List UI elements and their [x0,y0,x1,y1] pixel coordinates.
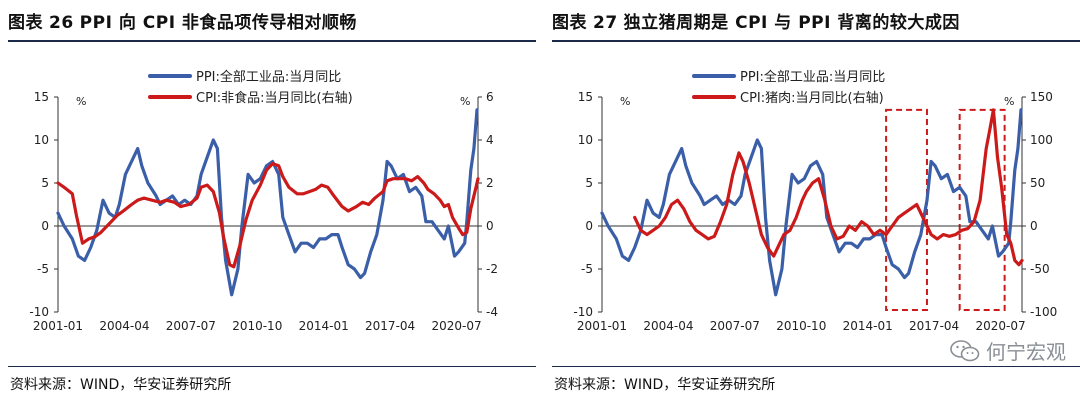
source-rule [8,366,536,367]
left-tick-label: 10 [34,133,49,147]
x-tick-label: 2010-10 [776,319,826,333]
x-tick-label: 2007-07 [710,319,760,333]
legend-label: CPI:猪肉:当月同比(右轴) [740,91,884,106]
left-tick-label: -5 [581,262,593,276]
right-tick-label: 2 [486,176,494,190]
ppi-series-line [56,108,479,297]
x-tick-label: 2017-04 [365,319,415,333]
chart-panel-27: 图表 27 独立猪周期是 CPI 与 PPI 背离的较大成因 -10 -5 0 5 10 15… [544,0,1080,404]
x-tick-label: 2020-07 [431,319,481,333]
title-text: PPI 向 CPI 非食品项传导相对顺畅 [79,13,357,33]
source-note: 资料来源：WIND，华安证券研究所 [10,377,232,393]
left-unit-label: % [620,95,630,108]
x-tick-label: 2001-01 [577,319,627,333]
watermark-text: 何宁宏观 [986,340,1066,364]
right-tick-label: 50 [1030,176,1045,190]
watermark: 何宁宏观 [950,336,1066,365]
x-tick-label: 2001-01 [33,319,83,333]
right-tick-label: 0 [1030,219,1038,233]
left-tick-label: 10 [578,133,593,147]
x-tick-label: 2007-07 [166,319,216,333]
highlight-box [958,108,1006,312]
wechat-icon [950,339,980,361]
right-unit-label: % [460,95,470,108]
x-tick-label: 2017-04 [909,319,959,333]
title-number: 27 [593,13,618,33]
highlight-box [885,108,928,312]
title-rule [8,40,536,42]
x-tick-label: 2004-04 [99,319,149,333]
legend-label: PPI:全部工业品:当月同比 [740,69,885,85]
source-note: 资料来源：WIND，华安证券研究所 [554,377,776,393]
left-tick-label: 5 [585,176,593,190]
left-tick-label: 15 [34,90,49,104]
right-tick-label: -4 [486,305,498,319]
left-unit-label: % [76,95,86,108]
x-tick-label: 2004-04 [643,319,693,333]
ppi-series-line [600,108,1023,297]
right-tick-label: 6 [486,90,494,104]
right-tick-label: 0 [486,219,494,233]
right-tick-label: -2 [486,262,498,276]
x-tick-label: 2014-01 [843,319,893,333]
legend-label: PPI:全部工业品:当月同比 [196,69,341,85]
title-rule [552,40,1080,42]
right-unit-label: % [1004,95,1014,108]
source-rule [552,366,1080,367]
cpi-series-line [633,108,1024,267]
x-tick-label: 2010-10 [232,319,282,333]
cpi-series-line [56,162,480,269]
right-tick-label: 100 [1030,133,1053,147]
left-tick-label: 15 [578,90,593,104]
dual-axis-line-chart: -10 -5 0 5 10 15 -4 -2 0 2 4 6% % 2001-01 2004-04 2007-… [29,69,498,333]
chart-panel-26: 图表 26 PPI 向 CPI 非食品项传导相对顺畅 -10 -5 0 5 10 15 -4 -2… [0,0,536,404]
figure-title: 图表 27 独立猪周期是 CPI 与 PPI 背离的较大成因 [552,8,960,33]
x-tick-label: 2014-01 [299,319,349,333]
right-tick-label: -50 [1030,262,1050,276]
left-tick-label: -5 [37,262,49,276]
legend-label: CPI:非食品:当月同比(右轴) [196,90,353,106]
figure-title: 图表 26 PPI 向 CPI 非食品项传导相对顺畅 [8,8,357,33]
right-tick-label: -100 [1030,305,1057,319]
left-tick-label: 0 [41,219,49,233]
title-prefix: 图表 [8,13,43,33]
title-text: 独立猪周期是 CPI 与 PPI 背离的较大成因 [623,13,960,33]
title-number: 26 [49,13,74,33]
left-tick-label: -10 [29,305,49,319]
left-tick-label: -10 [573,305,593,319]
left-tick-label: 0 [585,219,593,233]
right-tick-label: 4 [486,133,494,147]
left-tick-label: 5 [41,176,49,190]
right-tick-label: 150 [1030,90,1053,104]
title-prefix: 图表 [552,13,587,33]
x-tick-label: 2020-07 [975,319,1025,333]
